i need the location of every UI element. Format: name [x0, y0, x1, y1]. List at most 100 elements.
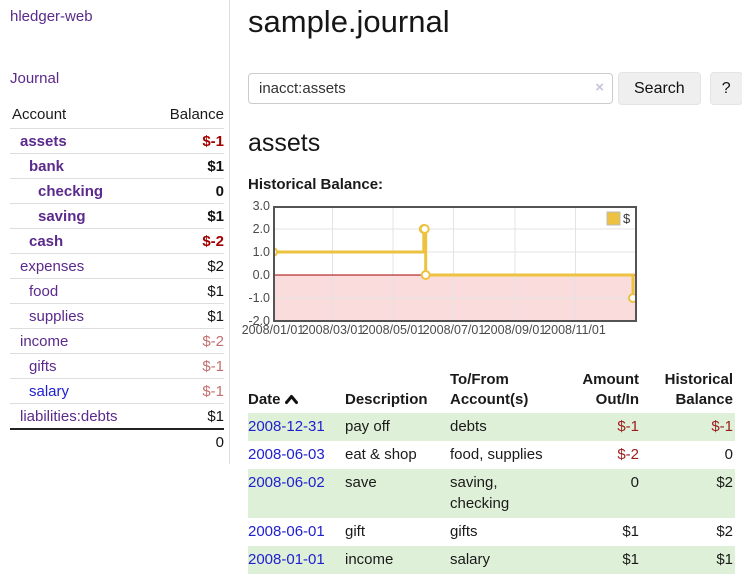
x-axis-label: 2008/03/01 [301, 323, 365, 337]
transaction-description: pay off [345, 418, 390, 435]
account-balance: $-1 [202, 382, 224, 400]
chart-label: Historical Balance: [248, 176, 384, 193]
transaction-amount: $1 [622, 550, 639, 568]
transaction-date-link[interactable]: 2008-01-01 [248, 550, 325, 568]
transaction-description: income [345, 550, 394, 568]
main-content: sample.journal × Search ? assets Histori… [230, 0, 742, 574]
y-axis-label: -1.0 [248, 291, 270, 305]
transaction-amount: 0 [630, 473, 639, 491]
search-button[interactable]: Search [618, 72, 701, 105]
account-table-header: Account Balance [10, 104, 224, 129]
register-header-row: Date Description To/From Account(s) Amou… [248, 368, 735, 413]
account-row: gifts $-1 [10, 353, 224, 379]
account-link[interactable]: checking [38, 182, 104, 200]
transaction-balance: $1 [716, 550, 733, 568]
x-axis-label: 2008/01/01 [241, 323, 305, 337]
account-balance: $-1 [202, 132, 224, 150]
account-balance: $1 [207, 157, 224, 175]
account-row: saving $1 [10, 203, 224, 229]
account-row: bank $1 [10, 153, 224, 179]
sidebar-nav: Journal [10, 70, 224, 87]
account-row: liabilities:debts $1 [10, 403, 224, 430]
search-input-wrap: × [248, 73, 613, 104]
transaction-amount: $-1 [617, 418, 639, 435]
x-axis-label: 2008/09/01 [483, 323, 547, 337]
y-axis-label: 1.0 [252, 245, 270, 259]
account-balance-table: Account Balance assets $-1 bank $1 checkin… [10, 104, 224, 454]
x-axis-label: 2008/07/01 [422, 323, 486, 337]
transaction-description: eat & shop [345, 445, 417, 463]
transaction-description: gift [345, 523, 366, 540]
transaction-accounts: saving, checking [450, 473, 510, 513]
account-heading: assets [248, 129, 321, 157]
search-bar: × Search ? [248, 72, 742, 105]
account-link[interactable]: food [29, 282, 59, 300]
table-row: 2008-01-01 income salary $1 $1 [248, 545, 735, 574]
account-link[interactable]: salary [29, 382, 70, 400]
account-row: checking 0 [10, 178, 224, 204]
sidebar-item-journal[interactable]: Journal [10, 70, 60, 87]
transaction-date-link[interactable]: 2008-06-03 [248, 445, 325, 463]
account-balance: $1 [207, 282, 224, 300]
account-link[interactable]: saving [38, 207, 86, 225]
account-link[interactable]: bank [29, 157, 65, 175]
chart-x-axis: 2008/01/01 2008/03/01 2008/05/01 2008/07/01… [242, 323, 638, 339]
account-balance: $1 [207, 207, 224, 225]
help-button[interactable]: ? [709, 72, 742, 105]
account-row: salary $-1 [10, 378, 224, 404]
transaction-date-link[interactable]: 2008-12-31 [248, 418, 325, 435]
account-balance: $-2 [202, 332, 224, 350]
account-link[interactable]: cash [29, 232, 64, 250]
account-row: assets $-1 [10, 128, 224, 154]
table-row: 2008-06-03 eat & shop food, supplies $-2… [248, 441, 735, 469]
x-axis-label: 2008/11/01 [544, 323, 606, 337]
transaction-balance: 0 [724, 445, 733, 463]
table-row: 2008-06-01 gift gifts $1 $2 [248, 518, 735, 546]
account-row: supplies $1 [10, 303, 224, 329]
transaction-amount: $-2 [617, 445, 639, 463]
balance-column-header: Balance [150, 104, 224, 129]
app-brand: hledger-web [10, 8, 224, 25]
y-axis-label: 2.0 [252, 222, 270, 236]
account-balance: $2 [207, 257, 224, 275]
account-link[interactable]: assets [20, 132, 67, 150]
chart-plot-area[interactable]: $ [273, 206, 637, 322]
register-table: Date Description To/From Account(s) Amou… [248, 368, 735, 574]
accounts-column-header: To/From Account(s) [450, 371, 529, 408]
account-total-row: 0 [10, 428, 224, 454]
search-input[interactable] [248, 73, 613, 104]
account-row: income $-2 [10, 328, 224, 354]
y-axis-label: -2.0 [248, 314, 270, 328]
svg-text:$: $ [623, 211, 631, 226]
account-total: 0 [215, 433, 224, 451]
account-balance: $1 [207, 407, 224, 425]
account-link[interactable]: liabilities:debts [20, 407, 118, 425]
account-balance: 0 [215, 182, 224, 200]
sort-ascending-icon [284, 394, 298, 404]
transaction-balance: $-1 [711, 418, 733, 435]
page-title: sample.journal [248, 4, 450, 39]
clear-search-icon[interactable]: × [595, 79, 604, 96]
account-balance: $-2 [202, 232, 224, 250]
y-axis-label: 0.0 [252, 268, 270, 282]
date-column-header[interactable]: Date [248, 368, 345, 413]
account-link[interactable]: gifts [29, 357, 57, 375]
transaction-date-link[interactable]: 2008-06-02 [248, 473, 325, 491]
account-link[interactable]: supplies [29, 307, 85, 325]
table-row: 2008-12-31 pay off debts $-1 $-1 [248, 413, 735, 441]
transaction-balance: $2 [716, 473, 733, 491]
description-column-header: Description [345, 390, 428, 408]
account-link[interactable]: income [20, 332, 69, 350]
transaction-accounts: gifts [450, 523, 478, 540]
transaction-accounts: debts [450, 418, 487, 435]
x-axis-label: 2008/05/01 [361, 323, 425, 337]
amount-column-header: Amount Out/In [582, 371, 639, 408]
transaction-amount: $1 [622, 523, 639, 540]
brand-link[interactable]: hledger-web [10, 8, 93, 25]
account-link[interactable]: expenses [20, 257, 85, 275]
account-column-header: Account [10, 104, 151, 129]
transaction-date-link[interactable]: 2008-06-01 [248, 523, 325, 540]
account-balance: $1 [207, 307, 224, 325]
transaction-balance: $2 [716, 523, 733, 540]
historical-balance-chart[interactable]: 3.0 2.0 1.0 0.0 -1.0 -2.0 $ 2008/01/01 2008/03… [242, 199, 638, 343]
